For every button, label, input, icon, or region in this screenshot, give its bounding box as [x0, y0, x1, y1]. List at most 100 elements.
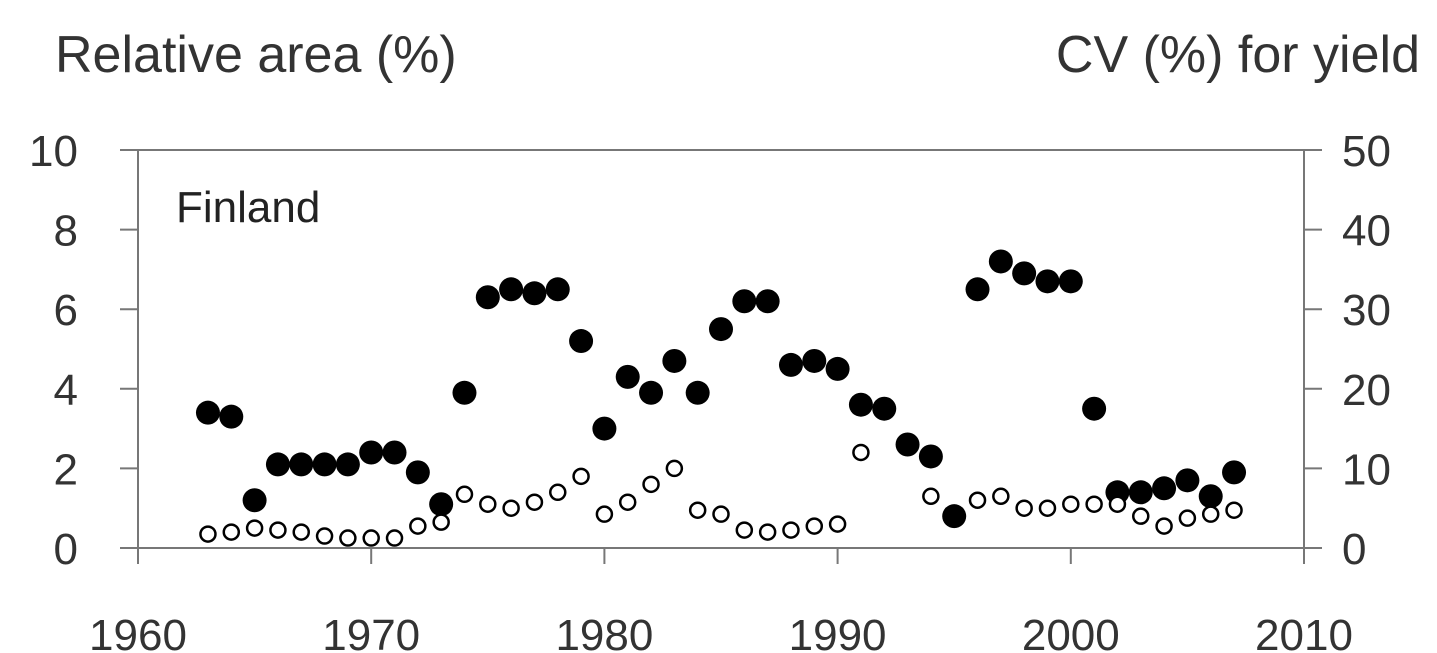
- open-data-point: [549, 483, 567, 502]
- filled-data-point: [685, 380, 710, 405]
- filled-data-point: [988, 249, 1013, 274]
- open-data-point: [1155, 517, 1173, 535]
- filled-data-point: [499, 277, 524, 302]
- plot-frame: [137, 149, 1305, 549]
- open-data-point: [502, 499, 520, 517]
- open-data-point: [618, 493, 637, 511]
- right-y-tick-label: 50: [1342, 127, 1391, 176]
- filled-data-point: [615, 364, 640, 389]
- open-data-point: [339, 529, 357, 547]
- x-tick-label: 2000: [1022, 611, 1120, 653]
- open-data-point: [922, 487, 940, 506]
- filled-data-point: [872, 396, 897, 421]
- open-data-point: [642, 475, 660, 494]
- filled-data-point: [265, 452, 290, 477]
- filled-data-point: [592, 416, 617, 441]
- filled-data-point: [895, 432, 920, 457]
- left-y-tick-label: 8: [54, 207, 78, 256]
- open-data-point: [712, 505, 730, 523]
- open-data-point: [222, 523, 241, 541]
- open-data-point: [1085, 495, 1103, 513]
- left-y-tick-label: 2: [54, 445, 78, 494]
- left-y-tick-label: 4: [54, 366, 78, 415]
- filled-data-point: [382, 440, 407, 465]
- open-data-point: [1038, 499, 1057, 517]
- left-y-tick-label: 6: [54, 286, 78, 335]
- open-data-point: [199, 525, 217, 543]
- filled-data-point: [429, 492, 454, 517]
- filled-data-point: [219, 404, 244, 429]
- filled-data-point: [475, 285, 500, 310]
- open-data-point: [1015, 499, 1033, 517]
- filled-data-point: [195, 400, 220, 425]
- filled-data-point: [802, 348, 827, 373]
- filled-data-point: [359, 440, 384, 465]
- x-tick-label: 1960: [89, 611, 187, 653]
- data-marks: [195, 249, 1247, 547]
- open-data-point: [1225, 501, 1243, 519]
- filled-data-point: [1082, 396, 1107, 421]
- filled-data-point: [545, 277, 570, 302]
- filled-data-point: [755, 289, 780, 314]
- open-data-point: [525, 493, 544, 511]
- right-axis-title: CV (%) for yield: [1056, 26, 1420, 84]
- open-data-point: [409, 517, 427, 535]
- filled-data-point: [1222, 460, 1247, 485]
- right-y-tick-label: 10: [1342, 445, 1391, 494]
- filled-data-point: [522, 281, 547, 306]
- open-data-point: [1062, 495, 1080, 513]
- filled-data-point: [452, 380, 477, 405]
- left-axis-title: Relative area (%): [55, 26, 457, 84]
- filled-data-point: [918, 444, 943, 469]
- x-tick-label: 1980: [555, 611, 653, 653]
- filled-data-point: [965, 277, 990, 302]
- filled-data-point: [242, 488, 267, 513]
- filled-data-point: [1198, 484, 1223, 509]
- filled-data-point: [1128, 480, 1153, 505]
- filled-data-point: [825, 356, 850, 381]
- filled-data-point: [709, 317, 733, 342]
- open-data-point: [688, 501, 707, 519]
- open-data-point: [362, 529, 380, 547]
- open-data-point: [595, 505, 614, 523]
- open-data-point: [758, 523, 777, 541]
- open-data-point: [828, 515, 847, 533]
- open-data-point: [269, 521, 287, 539]
- filled-data-point: [662, 348, 687, 373]
- filled-data-point: [942, 504, 967, 529]
- x-tick-label: 1970: [322, 611, 420, 653]
- left-y-tick-label: 0: [54, 525, 78, 574]
- filled-data-point: [1058, 269, 1083, 294]
- open-data-point: [1178, 509, 1197, 527]
- filled-data-point: [1152, 476, 1177, 501]
- filled-data-point: [335, 452, 360, 477]
- filled-data-point: [312, 452, 337, 477]
- right-y-tick-label: 30: [1342, 286, 1391, 335]
- left-y-tick-label: 10: [29, 127, 78, 176]
- open-data-point: [782, 521, 800, 539]
- open-data-point: [479, 495, 497, 513]
- open-data-point: [1201, 505, 1220, 523]
- open-data-point: [735, 521, 754, 539]
- open-data-point: [245, 519, 264, 537]
- filled-data-point: [1035, 269, 1060, 294]
- open-data-point: [385, 529, 404, 547]
- open-data-point: [432, 513, 450, 531]
- filled-data-point: [1175, 468, 1200, 493]
- open-data-point: [292, 523, 310, 541]
- open-data-point: [1108, 495, 1127, 513]
- filled-data-point: [848, 392, 873, 417]
- open-data-point: [572, 467, 590, 486]
- country-label: Finland: [176, 183, 320, 232]
- x-tick-label: 2010: [1255, 611, 1353, 653]
- open-data-point: [665, 459, 684, 478]
- open-data-point: [968, 491, 987, 509]
- open-data-point: [315, 527, 334, 545]
- open-data-point: [1132, 507, 1150, 525]
- open-data-point: [852, 443, 870, 462]
- x-tick-label: 1990: [789, 611, 887, 653]
- open-data-point: [992, 487, 1010, 506]
- filled-data-point: [289, 452, 314, 477]
- filled-data-point: [405, 460, 430, 485]
